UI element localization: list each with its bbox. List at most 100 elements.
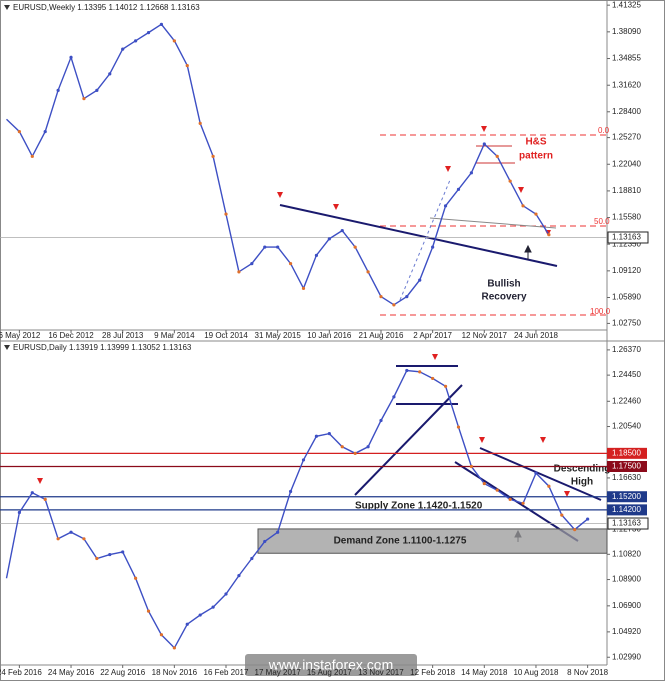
price-point [172,39,176,43]
annotation: High [571,477,593,488]
trend-line [479,447,602,501]
price-point [43,497,47,501]
price-point [495,154,499,158]
y-tick-label: 1.31620 [612,80,641,89]
x-tick-label: 22 Aug 2016 [100,668,145,677]
price-point [185,63,189,68]
y-tick-label: 1.02750 [612,319,641,328]
x-tick-label: 9 Mar 2014 [154,331,195,340]
annotation: Descending [554,464,611,475]
price-point [456,425,461,429]
price-point [134,576,138,580]
price-point [250,556,254,561]
x-tick-label: 21 Aug 2016 [359,331,404,340]
x-tick-label: 12 Feb 2018 [410,668,455,677]
price-point [353,245,357,249]
price-point [314,434,319,438]
level-box [607,447,647,459]
price-point [301,458,306,462]
price-point [69,530,73,534]
x-tick-label: 12 Nov 2017 [462,331,508,340]
x-tick-label: 15 Aug 2017 [307,668,352,677]
level-box [607,504,647,516]
price-point [405,368,409,373]
price-point [314,253,319,257]
annotation: Recovery [481,292,526,303]
price-point [327,237,331,241]
current-price-label: 1.13163 [612,233,641,242]
price-point [405,294,409,299]
price-point [418,278,422,282]
price-point [134,39,138,43]
level-label: 1.18500 [612,448,641,457]
arrow-marker [524,244,532,260]
price-point [159,22,164,26]
fib-label: 50.0 [594,217,610,226]
price-point [495,488,499,492]
y-tick-label: 1.10820 [612,549,641,558]
x-tick-label: 31 May 2015 [255,331,302,340]
annotation: pattern [519,151,553,162]
price-point [534,471,538,475]
price-point [573,527,577,532]
price-point [547,233,551,237]
x-tick-label: 24 Jun 2018 [514,331,559,340]
level-box [607,460,647,472]
x-tick-label: 14 May 2018 [461,668,508,677]
price-point [379,294,383,299]
y-tick-label: 1.09120 [612,266,641,275]
x-tick-label: 10 Aug 2018 [513,668,558,677]
icon [4,345,10,350]
price-point [418,370,422,374]
price-point [56,537,60,541]
fib-label: 100.0 [590,307,611,316]
y-tick-label: 1.38090 [612,27,641,36]
chart-title: EURUSD,Weekly 1.13395 1.14012 1.12668 1.… [13,3,200,12]
price-point [456,187,461,191]
y-tick-label: 1.20540 [612,422,641,431]
x-tick-label: 8 Nov 2018 [567,668,608,677]
price-point [366,445,370,449]
price-point [95,556,99,561]
x-tick-label: 19 Oct 2014 [204,331,248,340]
price-point [508,179,512,183]
price-point [301,286,306,290]
x-tick-label: 17 May 2017 [255,668,302,677]
chart-title: EURUSD,Daily 1.13919 1.13999 1.13052 1.1… [13,343,192,352]
price-point [198,613,202,617]
price-point [121,47,125,51]
price-point [547,484,551,488]
price-point [224,592,228,596]
x-tick-label: 16 Dec 2012 [48,331,94,340]
price-point [146,30,151,35]
y-tick-label: 1.06900 [612,601,641,610]
price-point [560,513,564,517]
price-point [340,228,344,233]
price-point [443,204,448,208]
price-point [276,245,280,249]
y-tick-label: 1.28400 [612,107,641,116]
y-tick-label: 1.22460 [612,396,641,405]
price-point [469,171,473,175]
price-point [82,537,86,541]
x-tick-label: 2 Apr 2017 [413,331,452,340]
current-price-box [607,231,649,244]
price-point [392,395,396,399]
y-tick-label: 1.08900 [612,575,641,584]
watermark: www.instaforex.com [268,657,393,673]
watermark-box [245,654,417,676]
price-point [431,245,435,249]
price-point [288,261,293,266]
x-tick-label: 13 Nov 2017 [358,668,404,677]
annotation: Supply Zone 1.1420-1.1520 [355,501,483,512]
price-point [30,154,34,158]
level-label: 1.17500 [612,462,641,471]
y-tick-label: 1.41325 [612,0,641,9]
price-point [340,445,344,449]
y-tick-label: 1.15580 [612,213,641,222]
price-point [443,384,448,388]
y-tick-label: 1.22040 [612,159,641,168]
price-point [250,261,254,266]
price-point [159,633,164,637]
